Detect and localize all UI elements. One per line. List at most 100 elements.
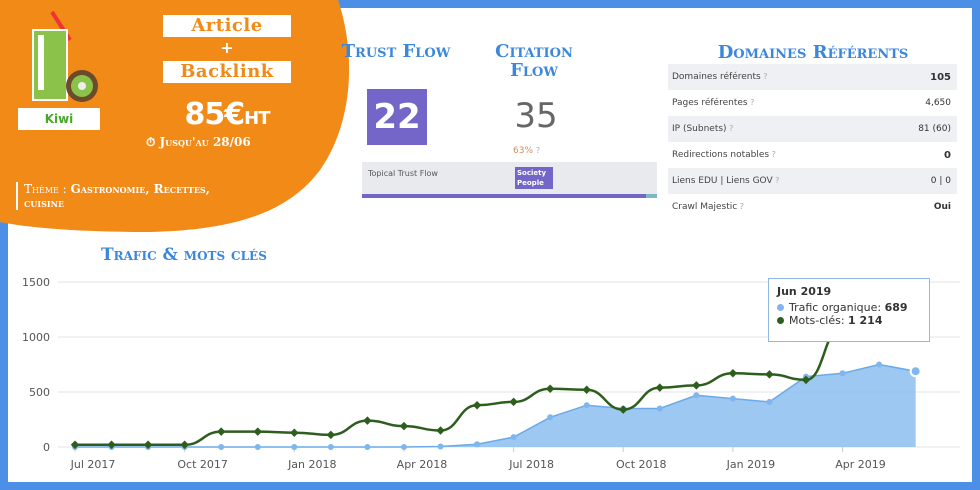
x-tick-label: Jan 2019	[726, 458, 775, 471]
promo-plus: +	[220, 38, 234, 57]
help-icon[interactable]: ?	[769, 150, 776, 159]
citation-flow-title: Citation Flow	[495, 41, 573, 81]
keywords-point	[582, 385, 591, 395]
help-icon[interactable]: ?	[737, 202, 745, 211]
traffic-area	[75, 364, 916, 447]
trust-flow-value: 22	[367, 89, 427, 145]
price-value: 85€	[184, 97, 246, 132]
x-tick-label: Apr 2019	[835, 458, 886, 471]
traffic-point	[254, 444, 261, 450]
keywords-point	[107, 440, 116, 450]
domaines-row-label: Liens EDU | Liens GOV	[672, 176, 773, 186]
domaines-title: Domaines Référents	[717, 42, 909, 63]
dot-icon	[777, 304, 784, 311]
traffic-point	[693, 392, 700, 399]
domaines-row: Liens EDU | Liens GOV ? 0 | 0	[668, 168, 957, 194]
topical-badge[interactable]: Society People	[515, 167, 553, 189]
citation-ratio: 63% ?	[513, 146, 540, 156]
traffic-point	[876, 361, 883, 368]
traffic-point	[839, 370, 846, 377]
traffic-line	[75, 363, 916, 448]
domaines-row-label: IP (Subnets)	[672, 124, 727, 134]
traffic-point	[327, 444, 334, 450]
x-tick-label: Jan 2018	[287, 458, 336, 471]
theme: Thème : Gastronomie, Recettes, cuisine	[16, 182, 244, 210]
stopwatch-icon: ⏱	[146, 135, 160, 149]
keywords-point	[143, 440, 153, 450]
domaines-row-left: Crawl Majestic ?	[672, 202, 744, 212]
keywords-point	[290, 428, 299, 437]
keywords-point	[655, 383, 665, 392]
traffic-point	[218, 444, 225, 450]
y-tick-label: 500	[29, 386, 50, 399]
citation-ratio-value: 63%	[513, 146, 534, 156]
traffic-point	[547, 414, 554, 421]
y-tick-label: 1000	[22, 331, 50, 344]
domaines-row-value: Oui	[933, 202, 951, 212]
traffic-point	[656, 405, 663, 412]
domaines-row-left: IP (Subnets) ?	[672, 124, 733, 134]
theme-label: Thème :	[24, 182, 67, 196]
tooltip-traffic: Trafic organique: 689	[777, 301, 921, 314]
domaines-row-label: Crawl Majestic	[672, 202, 738, 212]
tooltip-traffic-value: 689	[884, 301, 908, 314]
help-icon[interactable]: ?	[726, 124, 734, 133]
citation-flow-value: 35	[514, 96, 558, 136]
domaines-row: Pages référentes ? 4,650	[668, 90, 957, 116]
traffic-point	[437, 443, 444, 450]
domaines-row-value: 0 | 0	[930, 176, 951, 186]
keywords-point	[70, 440, 80, 450]
keywords-point	[253, 427, 262, 436]
domaines-row-left: Redirections notables ?	[672, 150, 776, 160]
domaines-row: IP (Subnets) ? 81 (60)	[668, 116, 957, 142]
y-tick-label: 0	[43, 441, 50, 454]
traffic-point	[474, 441, 481, 448]
product-label: Kiwi	[18, 108, 100, 130]
keywords-point	[472, 400, 482, 410]
domaines-row: Redirections notables ? 0	[668, 142, 957, 168]
trust-flow-title: Trust Flow	[341, 41, 451, 62]
topical-trust-flow: Topical Trust Flow Society People	[362, 162, 657, 198]
x-tick-label: Jul 2017	[70, 458, 116, 471]
domaines-row: Crawl Majestic ? Oui	[668, 194, 957, 220]
help-icon[interactable]: ?	[535, 146, 541, 155]
x-tick-label: Apr 2018	[397, 458, 448, 471]
keywords-point	[180, 440, 189, 450]
help-icon[interactable]: ?	[772, 176, 780, 185]
keywords-point	[399, 421, 409, 431]
traffic-point	[364, 444, 371, 450]
x-tick-label: Oct 2017	[177, 458, 228, 471]
deadline-text: Jusqu'au 28/06	[159, 135, 251, 149]
domaines-row-value: 0	[944, 149, 951, 161]
traffic-point	[909, 365, 922, 378]
price-suffix: HT	[244, 108, 270, 129]
keywords-point	[619, 405, 628, 414]
traffic-point	[729, 395, 736, 402]
traffic-point	[291, 444, 298, 450]
traffic-point	[510, 434, 517, 441]
keywords-point	[326, 430, 336, 440]
domaines-row-label: Pages référentes	[672, 98, 748, 108]
domaines-row: Domaines référents ? 105	[668, 64, 957, 90]
traffic-chart[interactable]: 0 500 1000 1500 Jul 2017 Oct 2017 Jan 2018 Apr …	[0, 260, 980, 490]
keywords-point	[728, 369, 738, 378]
traffic-point	[766, 398, 773, 405]
domaines-row-label: Redirections notables	[672, 150, 770, 160]
traffic-point	[400, 444, 407, 450]
chart-title: Trafic & mots clés	[101, 245, 267, 265]
keywords-point	[216, 427, 226, 436]
promo-article: Article	[163, 15, 291, 37]
help-icon[interactable]: ?	[747, 98, 755, 107]
y-tick-label: 1500	[22, 276, 50, 289]
topical-bar	[362, 194, 646, 198]
deadline: ⏱ Jusqu'au 28/06	[146, 135, 251, 150]
traffic-point	[583, 402, 590, 409]
domaines-row-left: Pages référentes ?	[672, 98, 754, 108]
theme-value: Gastronomie, Recettes, cuisine	[24, 182, 210, 210]
tooltip-keywords-label: Mots-clés:	[789, 314, 845, 327]
tooltip-title: Jun 2019	[777, 285, 832, 298]
help-icon[interactable]: ?	[760, 72, 768, 81]
keywords-point	[363, 416, 372, 425]
domaines-row-label: Domaines référents	[672, 72, 761, 82]
x-tick-label: Jul 2018	[508, 458, 554, 471]
